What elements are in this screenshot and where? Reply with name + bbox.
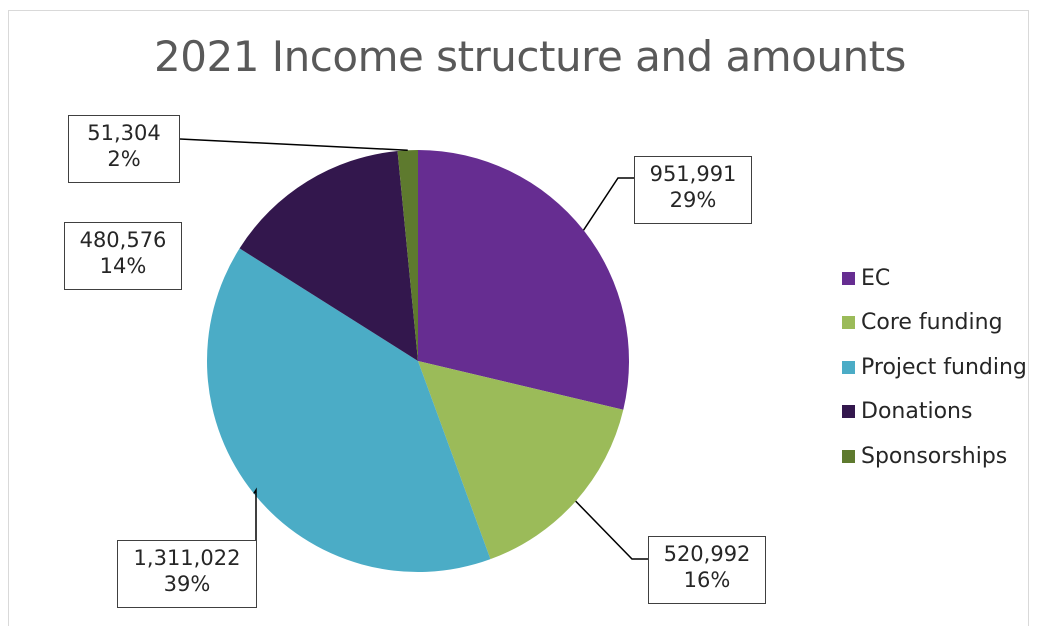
chart-frame bbox=[8, 10, 1029, 626]
legend-label: Sponsorships bbox=[861, 443, 1008, 469]
data-label-value: 480,576 bbox=[79, 228, 167, 252]
data-label-value: 520,992 bbox=[663, 542, 751, 566]
data-label-percent: 16% bbox=[683, 568, 731, 592]
data-label-percent: 29% bbox=[669, 188, 717, 212]
data-label-core-funding: 520,992 16% bbox=[648, 536, 766, 604]
leader-line-core-funding bbox=[575, 500, 648, 560]
data-label-donations: 480,576 14% bbox=[64, 222, 182, 290]
legend-item-ec: EC bbox=[842, 256, 1027, 301]
data-label-value: 951,991 bbox=[649, 162, 737, 186]
chart-title: 2021 Income structure and amounts bbox=[154, 32, 906, 81]
pie-slice-donations bbox=[239, 150, 418, 361]
data-label-project-funding: 1,311,022 39% bbox=[117, 540, 257, 608]
data-label-value: 1,311,022 bbox=[133, 546, 241, 570]
legend-swatch bbox=[842, 405, 855, 419]
legend-label: Project funding bbox=[861, 354, 1027, 380]
legend-item-core-funding: Core funding bbox=[842, 301, 1027, 346]
legend: EC Core funding Project funding Donation… bbox=[842, 256, 1027, 479]
legend-swatch bbox=[842, 271, 855, 285]
leader-line-project-funding bbox=[253, 487, 257, 555]
legend-item-project-funding: Project funding bbox=[842, 345, 1027, 390]
legend-swatch bbox=[842, 360, 855, 374]
pie-slice-project-funding bbox=[206, 248, 491, 573]
legend-swatch bbox=[842, 449, 855, 463]
legend-label: EC bbox=[861, 265, 891, 291]
pie-slice-sponsorships bbox=[397, 150, 418, 361]
data-label-sponsorships: 51,304 2% bbox=[68, 115, 180, 183]
data-label-value: 51,304 bbox=[87, 121, 161, 145]
data-label-percent: 39% bbox=[163, 572, 211, 596]
data-label-percent: 14% bbox=[99, 254, 147, 278]
data-label-ec: 951,991 29% bbox=[634, 156, 752, 224]
data-label-percent: 2% bbox=[107, 147, 141, 171]
pie-slice-ec bbox=[418, 150, 630, 410]
legend-label: Donations bbox=[861, 399, 973, 425]
legend-item-donations: Donations bbox=[842, 390, 1027, 435]
leader-line-ec bbox=[582, 177, 634, 231]
legend-item-sponsorships: Sponsorships bbox=[842, 434, 1027, 479]
legend-swatch bbox=[842, 316, 855, 330]
legend-label: Core funding bbox=[861, 310, 1003, 336]
leader-line-sponsorships bbox=[179, 138, 408, 151]
pie-slice-core-funding bbox=[418, 361, 624, 560]
